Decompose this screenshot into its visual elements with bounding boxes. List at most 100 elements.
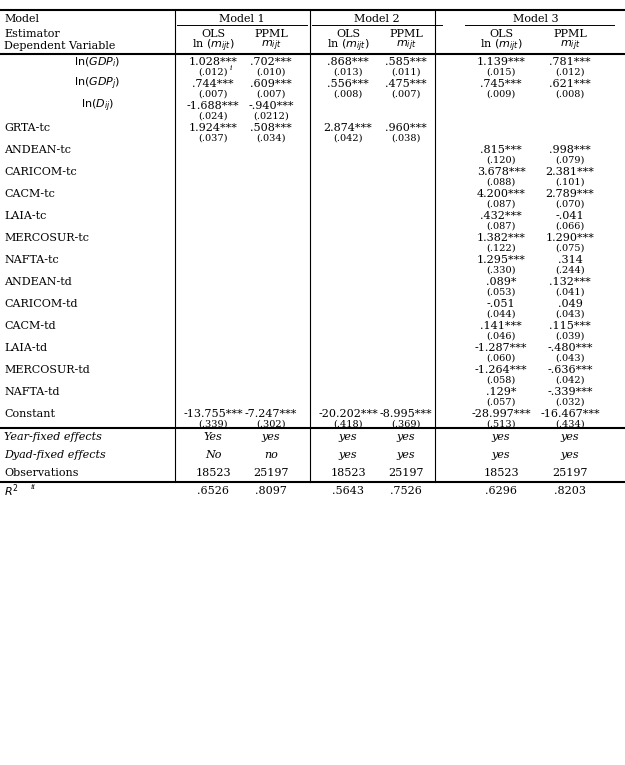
Text: (.302): (.302)	[256, 419, 286, 428]
Text: .5643: .5643	[332, 486, 364, 496]
Text: PPML: PPML	[389, 29, 423, 39]
Text: -13.755***: -13.755***	[183, 409, 243, 419]
Text: yes: yes	[262, 432, 280, 442]
Text: NAFTA-tc: NAFTA-tc	[4, 255, 59, 265]
Text: (.008): (.008)	[556, 90, 584, 99]
Text: yes: yes	[397, 432, 415, 442]
Text: OLS: OLS	[489, 29, 513, 39]
Text: Constant: Constant	[4, 409, 55, 419]
Text: .6526: .6526	[197, 486, 229, 496]
Text: No: No	[205, 450, 221, 460]
Text: 18523: 18523	[330, 468, 366, 478]
Text: .475***: .475***	[385, 79, 427, 89]
Text: yes: yes	[397, 450, 415, 460]
Text: $m_{ijt}$: $m_{ijt}$	[261, 39, 281, 54]
Text: -.636***: -.636***	[548, 365, 592, 375]
Text: 18523: 18523	[195, 468, 231, 478]
Text: (.034): (.034)	[256, 134, 286, 142]
Text: (.0212): (.0212)	[253, 112, 289, 121]
Text: 2.874***: 2.874***	[324, 123, 372, 133]
Text: yes: yes	[492, 450, 510, 460]
Text: 18523: 18523	[483, 468, 519, 478]
Text: .621***: .621***	[549, 79, 591, 89]
Text: (.122): (.122)	[486, 243, 516, 252]
Text: $\ln(GDP_i)$: $\ln(GDP_i)$	[74, 55, 121, 69]
Text: .585***: .585***	[385, 57, 427, 67]
Text: .781***: .781***	[549, 57, 591, 67]
Text: $\ln(D_{ij})$: $\ln(D_{ij})$	[81, 98, 114, 114]
Text: (.088): (.088)	[486, 177, 516, 187]
Text: (.339): (.339)	[198, 419, 228, 428]
Text: .6296: .6296	[485, 486, 517, 496]
Text: .049: .049	[558, 299, 582, 309]
Text: NAFTA-td: NAFTA-td	[4, 387, 59, 397]
Text: PPML: PPML	[254, 29, 288, 39]
Text: (.244): (.244)	[555, 265, 585, 275]
Text: CACM-tc: CACM-tc	[4, 189, 55, 199]
Text: .115***: .115***	[549, 321, 591, 331]
Text: (.101): (.101)	[555, 177, 585, 187]
Text: 25197: 25197	[388, 468, 424, 478]
Text: (.369): (.369)	[391, 419, 421, 428]
Text: GRTA-tc: GRTA-tc	[4, 123, 50, 133]
Text: 1.028***: 1.028***	[189, 57, 238, 67]
Text: Dependent Variable: Dependent Variable	[4, 41, 116, 51]
Text: CARICOM-tc: CARICOM-tc	[4, 167, 77, 177]
Text: CACM-td: CACM-td	[4, 321, 56, 331]
Text: .314: .314	[558, 255, 582, 265]
Text: -.940***: -.940***	[248, 101, 294, 111]
Text: (.013): (.013)	[333, 67, 362, 76]
Text: .432***: .432***	[480, 211, 522, 221]
Text: .508***: .508***	[250, 123, 292, 133]
Text: ANDEAN-td: ANDEAN-td	[4, 277, 72, 287]
Text: (.039): (.039)	[556, 331, 585, 340]
Text: 1.295***: 1.295***	[477, 255, 526, 265]
Text: .868***: .868***	[327, 57, 369, 67]
Text: 2.789***: 2.789***	[546, 189, 594, 199]
Text: (.042): (.042)	[555, 376, 585, 385]
Text: (.057): (.057)	[486, 398, 516, 406]
Text: (.041): (.041)	[555, 288, 585, 297]
Text: -.339***: -.339***	[548, 387, 592, 397]
Text: (.087): (.087)	[486, 200, 516, 209]
Text: (.012): (.012)	[198, 67, 228, 76]
Text: -7.247***: -7.247***	[245, 409, 298, 419]
Text: .132***: .132***	[549, 277, 591, 287]
Text: (.007): (.007)	[198, 90, 228, 99]
Text: .609***: .609***	[250, 79, 292, 89]
Text: ln $(m_{ijt})$: ln $(m_{ijt})$	[327, 37, 369, 54]
Text: 25197: 25197	[253, 468, 289, 478]
Text: -1.264***: -1.264***	[475, 365, 528, 375]
Text: yes: yes	[492, 432, 510, 442]
Text: Model 3: Model 3	[512, 14, 558, 24]
Text: .556***: .556***	[327, 79, 369, 89]
Text: 1.924***: 1.924***	[189, 123, 238, 133]
Text: LAIA-tc: LAIA-tc	[4, 211, 46, 221]
Text: (.079): (.079)	[556, 155, 585, 164]
Text: (.042): (.042)	[333, 134, 362, 142]
Text: 1.290***: 1.290***	[546, 233, 594, 243]
Text: (.513): (.513)	[486, 419, 516, 428]
Text: Yes: Yes	[204, 432, 222, 442]
Text: yes: yes	[339, 432, 357, 442]
Text: .7526: .7526	[390, 486, 422, 496]
Text: ii: ii	[31, 483, 36, 491]
Text: -.041: -.041	[556, 211, 584, 221]
Text: .8203: .8203	[554, 486, 586, 496]
Text: 1.139***: 1.139***	[477, 57, 526, 67]
Text: $R^2$: $R^2$	[4, 483, 19, 500]
Text: Model 2: Model 2	[354, 14, 400, 24]
Text: 1.382***: 1.382***	[477, 233, 526, 243]
Text: Estimator: Estimator	[4, 29, 60, 39]
Text: CARICOM-td: CARICOM-td	[4, 299, 78, 309]
Text: (.009): (.009)	[486, 90, 516, 99]
Text: (.060): (.060)	[486, 353, 516, 363]
Text: (.043): (.043)	[555, 310, 585, 318]
Text: -1.287***: -1.287***	[475, 343, 528, 353]
Text: Dyad-fixed effects: Dyad-fixed effects	[4, 450, 106, 460]
Text: (.037): (.037)	[198, 134, 228, 142]
Text: LAIA-td: LAIA-td	[4, 343, 47, 353]
Text: (.075): (.075)	[556, 243, 585, 252]
Text: .998***: .998***	[549, 145, 591, 155]
Text: (.015): (.015)	[486, 67, 516, 76]
